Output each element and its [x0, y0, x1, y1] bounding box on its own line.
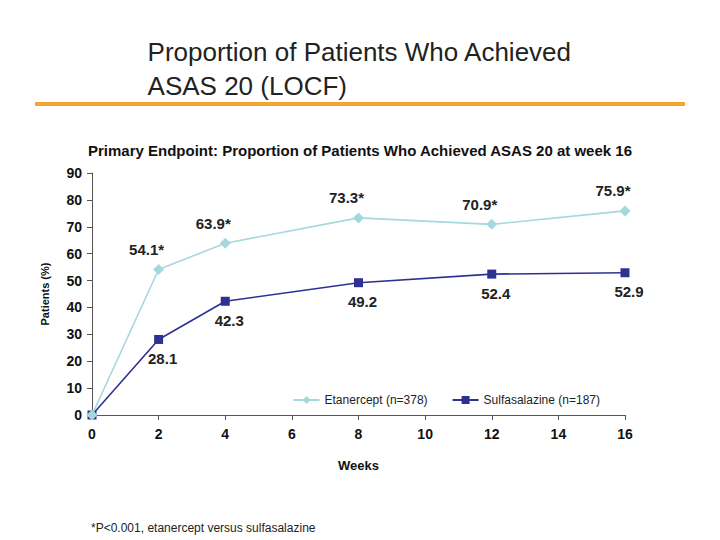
svg-text:12: 12 — [484, 426, 500, 442]
svg-text:49.2: 49.2 — [348, 293, 377, 310]
svg-text:28.1: 28.1 — [148, 350, 177, 367]
svg-text:Primary Endpoint: Proportion o: Primary Endpoint: Proportion of Patients… — [88, 142, 632, 159]
svg-text:2: 2 — [155, 426, 163, 442]
svg-text:10: 10 — [417, 426, 433, 442]
svg-text:42.3: 42.3 — [215, 312, 244, 329]
svg-text:0: 0 — [88, 426, 96, 442]
svg-text:30: 30 — [66, 326, 82, 342]
svg-text:75.9*: 75.9* — [595, 182, 630, 199]
svg-text:80: 80 — [66, 192, 82, 208]
svg-text:63.9*: 63.9* — [196, 215, 231, 232]
svg-text:16: 16 — [617, 426, 633, 442]
svg-text:Proportion of Patients Who Ach: Proportion of Patients Who Achieved — [148, 37, 571, 67]
svg-text:*P<0.001, etanercept versus su: *P<0.001, etanercept versus sulfasalazin… — [91, 521, 316, 535]
svg-text:Sulfasalazine (n=187): Sulfasalazine (n=187) — [484, 393, 600, 407]
svg-text:40: 40 — [66, 299, 82, 315]
svg-text:73.3*: 73.3* — [329, 189, 364, 206]
svg-text:Etanercept (n=378): Etanercept (n=378) — [325, 393, 428, 407]
svg-text:20: 20 — [66, 353, 82, 369]
svg-text:90: 90 — [66, 165, 82, 181]
svg-text:8: 8 — [355, 426, 363, 442]
svg-text:70.9*: 70.9* — [462, 196, 497, 213]
svg-text:70: 70 — [66, 219, 82, 235]
svg-text:ASAS 20 (LOCF): ASAS 20 (LOCF) — [148, 71, 347, 101]
svg-text:52.4: 52.4 — [481, 285, 511, 302]
svg-text:54.1*: 54.1* — [129, 241, 164, 258]
svg-text:6: 6 — [288, 426, 296, 442]
svg-text:10: 10 — [66, 380, 82, 396]
svg-text:50: 50 — [66, 273, 82, 289]
svg-text:Weeks: Weeks — [338, 458, 379, 473]
svg-text:14: 14 — [551, 426, 567, 442]
svg-text:0: 0 — [74, 407, 82, 423]
svg-text:60: 60 — [66, 246, 82, 262]
svg-text:52.9: 52.9 — [614, 283, 643, 300]
svg-text:Patients (%): Patients (%) — [39, 262, 51, 325]
svg-text:4: 4 — [221, 426, 229, 442]
